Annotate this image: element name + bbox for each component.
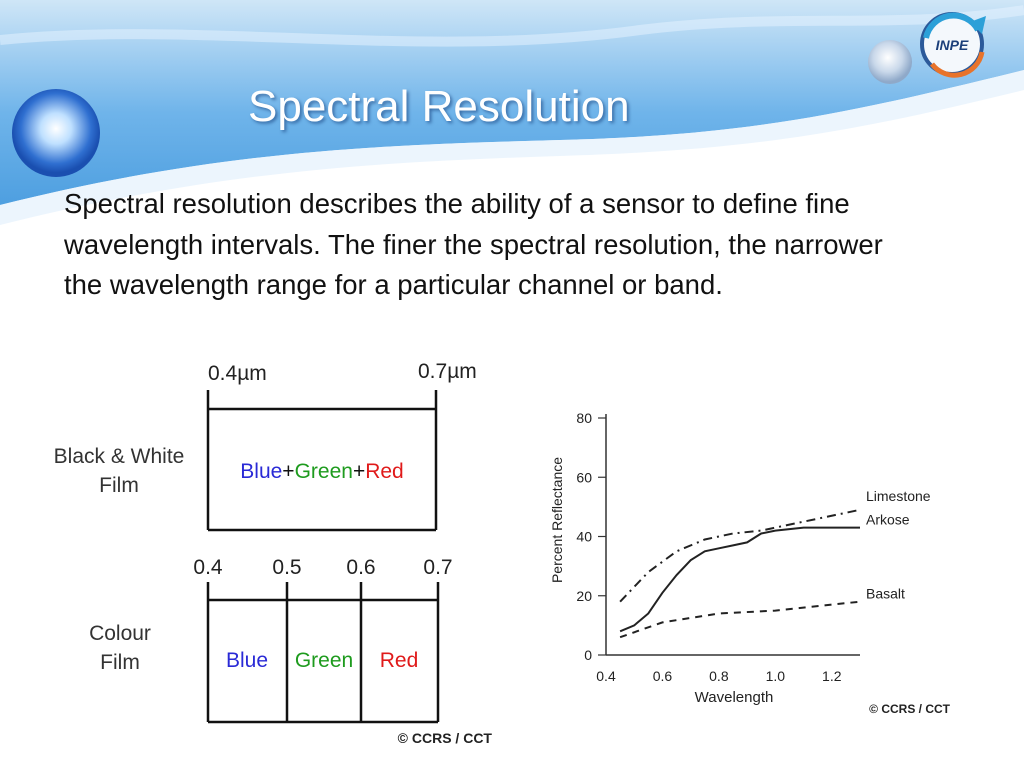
bw-green-text: Green	[295, 460, 353, 483]
chart-y-tick-label: 0	[584, 647, 592, 663]
bw-blue-text: Blue	[240, 460, 282, 483]
colour-row-label-line2: Film	[100, 651, 140, 674]
film-diagram: 0.4µm 0.7µm Black & White Film Blue+Gree…	[54, 360, 493, 746]
chart-series-labels: Limestone Arkose Basalt	[866, 488, 931, 602]
decorative-small-orb-icon	[868, 40, 912, 84]
colour-band-blue: Blue	[226, 649, 268, 672]
chart-series-line-basalt	[619, 600, 861, 639]
chart-y-axis-label: Percent Reflectance	[549, 457, 565, 583]
colour-tick-label: 0.6	[346, 556, 375, 579]
chart-series-label: Basalt	[866, 586, 905, 602]
chart-series-label: Limestone	[866, 488, 931, 504]
slide-title: Spectral Resolution	[248, 82, 630, 131]
body-paragraph: Spectral resolution describes the abilit…	[64, 188, 883, 300]
bw-start-label: 0.4µm	[208, 362, 267, 385]
bw-row-label-line1: Black & White	[54, 445, 185, 468]
decorative-orb-icon	[12, 89, 100, 177]
colour-band-red: Red	[380, 649, 419, 672]
diagram-credit: © CCRS / CCT	[398, 730, 493, 746]
colour-row-label-line1: Colour	[89, 622, 151, 645]
chart-x-axis-label: Wavelength	[695, 689, 774, 706]
bw-red-text: Red	[365, 460, 404, 483]
chart-x-tick-label: 0.8	[709, 668, 729, 684]
chart-y-tick-label: 80	[576, 410, 592, 426]
bw-plus-text: +	[282, 460, 294, 483]
reflectance-chart: 0 20 40 60 80 0.4 0.6 0.8 1.0 1.2 Limestone Arkose…	[549, 410, 951, 716]
bw-content-label: Blue+Green+Red	[240, 460, 403, 483]
colour-tick-label: 0.5	[272, 556, 301, 579]
colour-tick-label: 0.7	[423, 556, 452, 579]
logo-text: INPE	[936, 37, 969, 53]
chart-y-tick-label: 60	[576, 469, 592, 485]
chart-series-line-limestone	[619, 508, 861, 603]
chart-credit: © CCRS / CCT	[869, 702, 951, 716]
inpe-logo-icon: INPE	[920, 12, 986, 78]
chart-x-tick-label: 0.6	[653, 668, 673, 684]
chart-x-tick-label: 1.0	[766, 668, 786, 684]
chart-series-label: Arkose	[866, 512, 910, 528]
chart-y-tick-label: 20	[576, 588, 592, 604]
bw-row-label-line2: Film	[99, 474, 139, 497]
chart-axes: 0 20 40 60 80 0.4 0.6 0.8 1.0 1.2	[576, 410, 860, 684]
chart-y-tick-label: 40	[576, 529, 592, 545]
chart-series-group	[619, 508, 861, 639]
bw-plus-text: +	[353, 460, 365, 483]
colour-tick-label: 0.4	[193, 556, 223, 579]
chart-x-tick-label: 1.2	[822, 668, 842, 684]
header-background	[0, 0, 1024, 225]
chart-x-tick-label: 0.4	[596, 668, 616, 684]
bw-end-label: 0.7µm	[418, 360, 477, 383]
chart-series-line-arkose	[619, 526, 860, 633]
colour-band-green: Green	[295, 649, 353, 672]
header-band	[0, 0, 1024, 230]
